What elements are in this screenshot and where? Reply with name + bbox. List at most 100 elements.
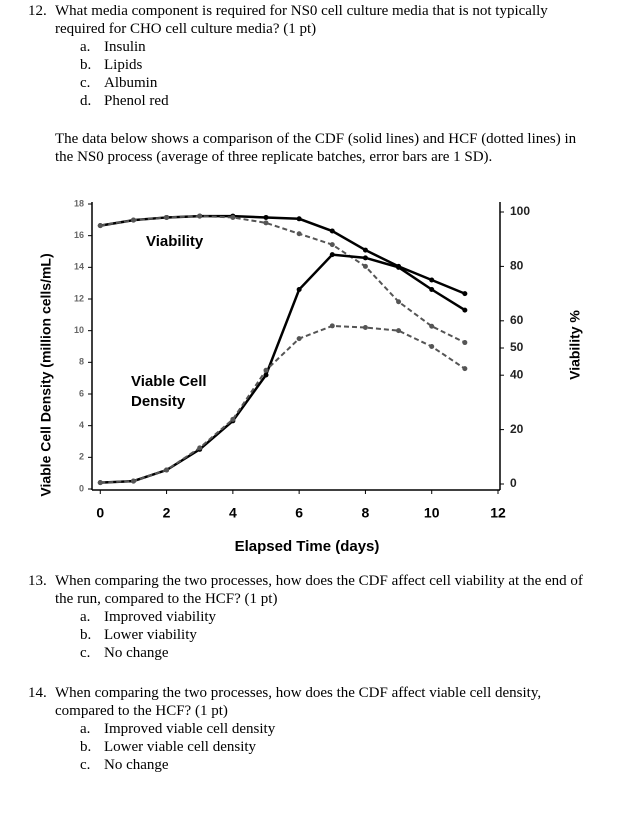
data-point <box>429 287 435 292</box>
y2-tick-label: 80 <box>510 259 524 273</box>
data-point <box>130 478 136 484</box>
data-point <box>263 372 269 378</box>
option-letter: d. <box>80 93 92 109</box>
x-tick-label: 0 <box>96 505 104 521</box>
data-point <box>296 336 302 342</box>
data-point <box>164 214 170 220</box>
option-letter: c. <box>80 645 91 661</box>
data-point <box>462 340 468 346</box>
data-point <box>230 416 236 422</box>
data-point <box>329 242 335 248</box>
option-text: Albumin <box>104 75 158 91</box>
x-tick-label: 4 <box>229 505 237 521</box>
option-letter: b. <box>80 627 92 643</box>
option-letter: a. <box>80 39 91 55</box>
data-point <box>263 214 269 220</box>
question-number: 14. <box>28 685 47 701</box>
series-line <box>100 253 466 484</box>
y-tick-label: 6 <box>79 388 84 398</box>
data-point <box>329 252 335 258</box>
data-point <box>429 277 435 283</box>
y2-axis-label: Viability % <box>567 310 583 380</box>
data-point <box>462 307 468 313</box>
option-text: Lower viability <box>104 627 197 643</box>
data-point <box>396 264 402 270</box>
option-letter: b. <box>80 57 92 73</box>
data-point <box>462 291 468 297</box>
y-tick-label: 10 <box>74 325 84 335</box>
y2-tick-label: 60 <box>510 313 524 327</box>
data-point <box>296 287 302 292</box>
y-tick-label: 0 <box>79 483 84 493</box>
y-tick-label: 18 <box>74 198 84 208</box>
data-point <box>329 323 335 329</box>
data-point <box>462 366 468 372</box>
data-point <box>396 328 402 334</box>
data-point <box>429 323 435 329</box>
option: a. Improved viable cell density <box>80 720 598 738</box>
data-point <box>263 220 269 226</box>
y-tick-label: 16 <box>74 230 84 240</box>
option: a. Improved viability <box>80 608 598 626</box>
option: d. Phenol red <box>80 92 598 110</box>
data-point <box>429 344 435 349</box>
series-line <box>100 215 466 344</box>
annotation: Viability <box>146 233 204 250</box>
option-letter: a. <box>80 609 91 625</box>
y-tick-label: 2 <box>79 452 84 462</box>
y2-tick-label: 40 <box>510 367 524 381</box>
question-text: When comparing the two processes, how do… <box>55 685 542 719</box>
data-point <box>362 247 368 253</box>
data-point <box>197 445 203 451</box>
x-tick-label: 2 <box>163 505 171 521</box>
annotation: Viable Cell <box>131 373 207 390</box>
question: 12. What media component is required for … <box>28 2 598 110</box>
question: 14. When comparing the two processes, how… <box>28 684 598 774</box>
option: c. No change <box>80 644 598 662</box>
option-letter: c. <box>80 75 91 91</box>
question: 13. When comparing the two processes, how… <box>28 572 598 662</box>
y-tick-label: 8 <box>79 357 84 367</box>
option-text: Improved viability <box>104 609 217 625</box>
data-point <box>396 299 402 305</box>
question-text: What media component is required for NS0… <box>55 3 548 37</box>
data-point <box>263 367 269 373</box>
data-point <box>362 263 368 269</box>
y2-tick-label: 100 <box>510 204 530 218</box>
option-text: Insulin <box>104 39 146 55</box>
data-point <box>230 214 236 220</box>
option-text: No change <box>104 645 169 661</box>
y-axis-label: Viable Cell Density (million cells/mL) <box>38 253 54 496</box>
series-line <box>100 324 466 484</box>
option: b. Lower viability <box>80 626 598 644</box>
annotation: Density <box>131 393 186 410</box>
y-tick-label: 4 <box>79 420 84 430</box>
data-point <box>97 223 103 229</box>
data-point <box>130 217 136 223</box>
series-line <box>100 214 466 295</box>
question-number: 13. <box>28 573 47 589</box>
option: b. Lower viable cell density <box>80 738 598 756</box>
option: b. Lipids <box>80 56 598 74</box>
data-point <box>197 213 203 219</box>
option-text: Lower viable cell density <box>104 739 257 755</box>
chart: 0 2 4 6 8 10 12 14 16 18 0 20 40 50 60 80 100 0 2 4 6 8 10 12 El… <box>38 198 583 555</box>
option-text: Phenol red <box>104 93 169 109</box>
y2-tick-label: 20 <box>510 422 524 436</box>
data-point <box>296 231 302 237</box>
x-tick-label: 12 <box>490 505 506 521</box>
data-point <box>97 480 103 486</box>
option-text: Improved viable cell density <box>104 721 276 737</box>
option-letter: c. <box>80 757 91 773</box>
y-tick-label: 14 <box>74 262 84 272</box>
y2-tick-label: 0 <box>510 476 517 490</box>
data-point <box>362 255 368 261</box>
data-point <box>296 216 302 222</box>
question-number: 12. <box>28 3 47 19</box>
option-letter: b. <box>80 739 92 755</box>
option: c. No change <box>80 756 598 774</box>
x-tick-label: 8 <box>362 505 370 521</box>
data-point <box>329 228 335 234</box>
data-point <box>362 325 368 330</box>
